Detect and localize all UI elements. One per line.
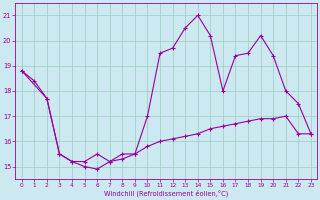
X-axis label: Windchill (Refroidissement éolien,°C): Windchill (Refroidissement éolien,°C) — [104, 190, 228, 197]
